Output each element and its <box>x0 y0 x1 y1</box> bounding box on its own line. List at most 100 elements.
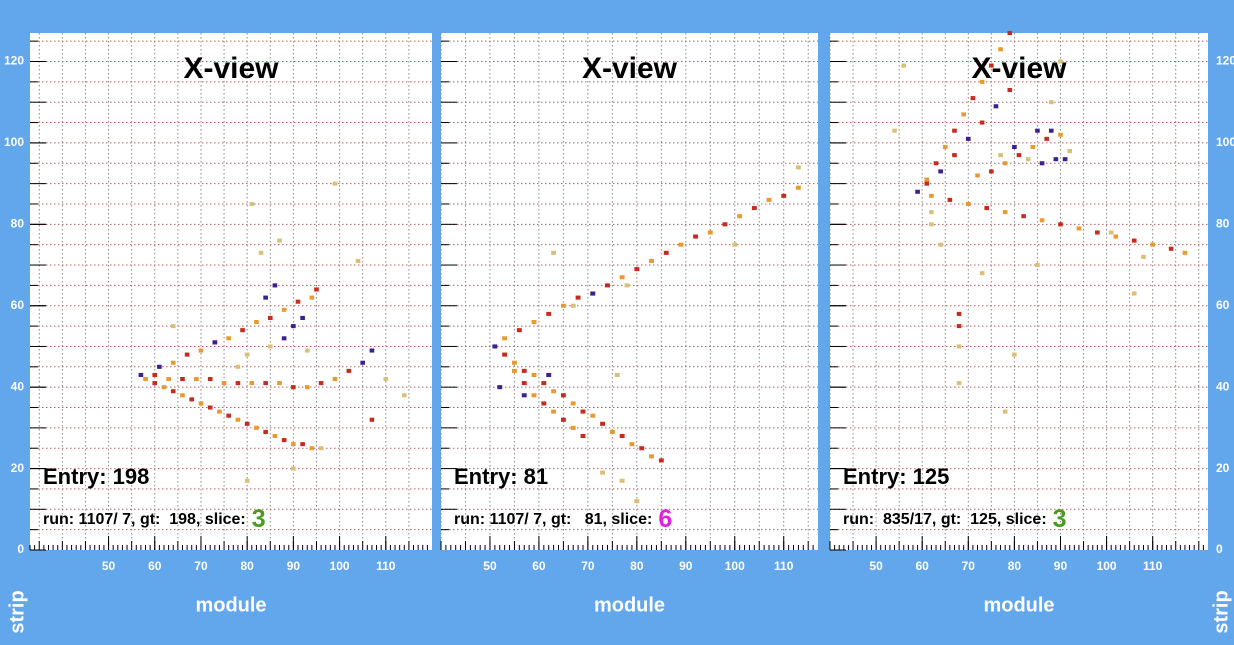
hit <box>634 499 639 503</box>
hit <box>541 381 546 385</box>
x-tick-label: 50 <box>483 559 497 573</box>
hit <box>356 259 361 263</box>
y-tick-label: 80 <box>1216 217 1230 231</box>
hit <box>310 446 315 450</box>
hit <box>268 316 273 320</box>
y-axis-label: strip <box>6 590 28 633</box>
hit <box>152 381 157 385</box>
hit <box>291 324 296 328</box>
hit <box>512 369 517 373</box>
hit <box>1049 100 1054 104</box>
hit <box>929 210 934 214</box>
hit <box>171 324 176 328</box>
hit <box>605 283 610 287</box>
hit <box>310 296 315 300</box>
hit <box>249 202 254 206</box>
hit <box>282 308 287 312</box>
hit <box>929 222 934 226</box>
hit <box>1058 133 1063 137</box>
slice-value: 6 <box>658 505 672 533</box>
hit <box>291 385 296 389</box>
hit <box>300 442 305 446</box>
chart: 5060708090100110020406080100120X-viewEnt… <box>0 0 1234 645</box>
hit <box>732 243 737 247</box>
hit <box>305 385 310 389</box>
hit <box>189 397 194 401</box>
hit <box>561 393 566 397</box>
hit <box>314 287 319 291</box>
x-axis-label: module <box>983 594 1054 616</box>
x-tick-label: 90 <box>1054 559 1068 573</box>
hit <box>708 230 713 234</box>
hit <box>1012 145 1017 149</box>
x-tick-label: 70 <box>194 559 208 573</box>
hit <box>1054 157 1059 161</box>
hit <box>634 267 639 271</box>
hit <box>1035 263 1040 267</box>
hit <box>925 178 930 182</box>
hit <box>576 296 581 300</box>
hit <box>925 182 930 186</box>
hit <box>615 373 620 377</box>
hit <box>1007 88 1012 92</box>
hit <box>952 153 957 157</box>
hit <box>723 222 728 226</box>
hit <box>1063 157 1068 161</box>
hit <box>199 348 204 352</box>
hit <box>1007 31 1012 35</box>
hit <box>957 344 962 348</box>
hit <box>590 292 595 296</box>
x-tick-label: 90 <box>287 559 301 573</box>
hit <box>975 173 980 177</box>
hit <box>767 198 772 202</box>
panel-title: X-view <box>183 52 279 85</box>
hit <box>796 186 801 190</box>
hit <box>984 206 989 210</box>
hit <box>194 377 199 381</box>
hit <box>966 137 971 141</box>
y-tick-label: 80 <box>11 217 25 231</box>
hit <box>208 377 213 381</box>
hit <box>217 410 222 414</box>
hit <box>522 393 527 397</box>
hit <box>305 348 310 352</box>
run-text: run: 1107/ 7, gt: 81, slice: <box>454 511 652 528</box>
y-tick-label: 20 <box>11 461 25 475</box>
hit <box>781 194 786 198</box>
hit <box>254 320 259 324</box>
x-tick-label: 80 <box>240 559 254 573</box>
hit <box>273 283 278 287</box>
hit <box>180 393 185 397</box>
hit <box>625 283 630 287</box>
hit <box>752 206 757 210</box>
hit <box>561 304 566 308</box>
hit <box>319 446 324 450</box>
hit <box>383 377 388 381</box>
hit <box>1003 210 1008 214</box>
hit <box>240 328 245 332</box>
slice-value: 3 <box>252 505 266 533</box>
x-tick-label: 50 <box>102 559 116 573</box>
hit <box>1012 353 1017 357</box>
hit <box>581 434 586 438</box>
hit <box>915 190 920 194</box>
hit <box>185 353 190 357</box>
hit <box>162 385 167 389</box>
run-text: run: 835/17, gt: 125, slice: <box>843 511 1047 528</box>
x-tick-label: 70 <box>581 559 595 573</box>
hit <box>291 442 296 446</box>
hit <box>581 410 586 414</box>
hit <box>980 271 985 275</box>
hit <box>1114 235 1119 239</box>
hit <box>957 324 962 328</box>
hit <box>649 454 654 458</box>
hit <box>943 145 948 149</box>
hit <box>1132 239 1137 243</box>
hit <box>273 434 278 438</box>
hit <box>1017 153 1022 157</box>
hit <box>347 369 352 373</box>
hit <box>497 385 502 389</box>
hit <box>512 361 517 365</box>
hit <box>263 296 268 300</box>
hit <box>961 112 966 116</box>
